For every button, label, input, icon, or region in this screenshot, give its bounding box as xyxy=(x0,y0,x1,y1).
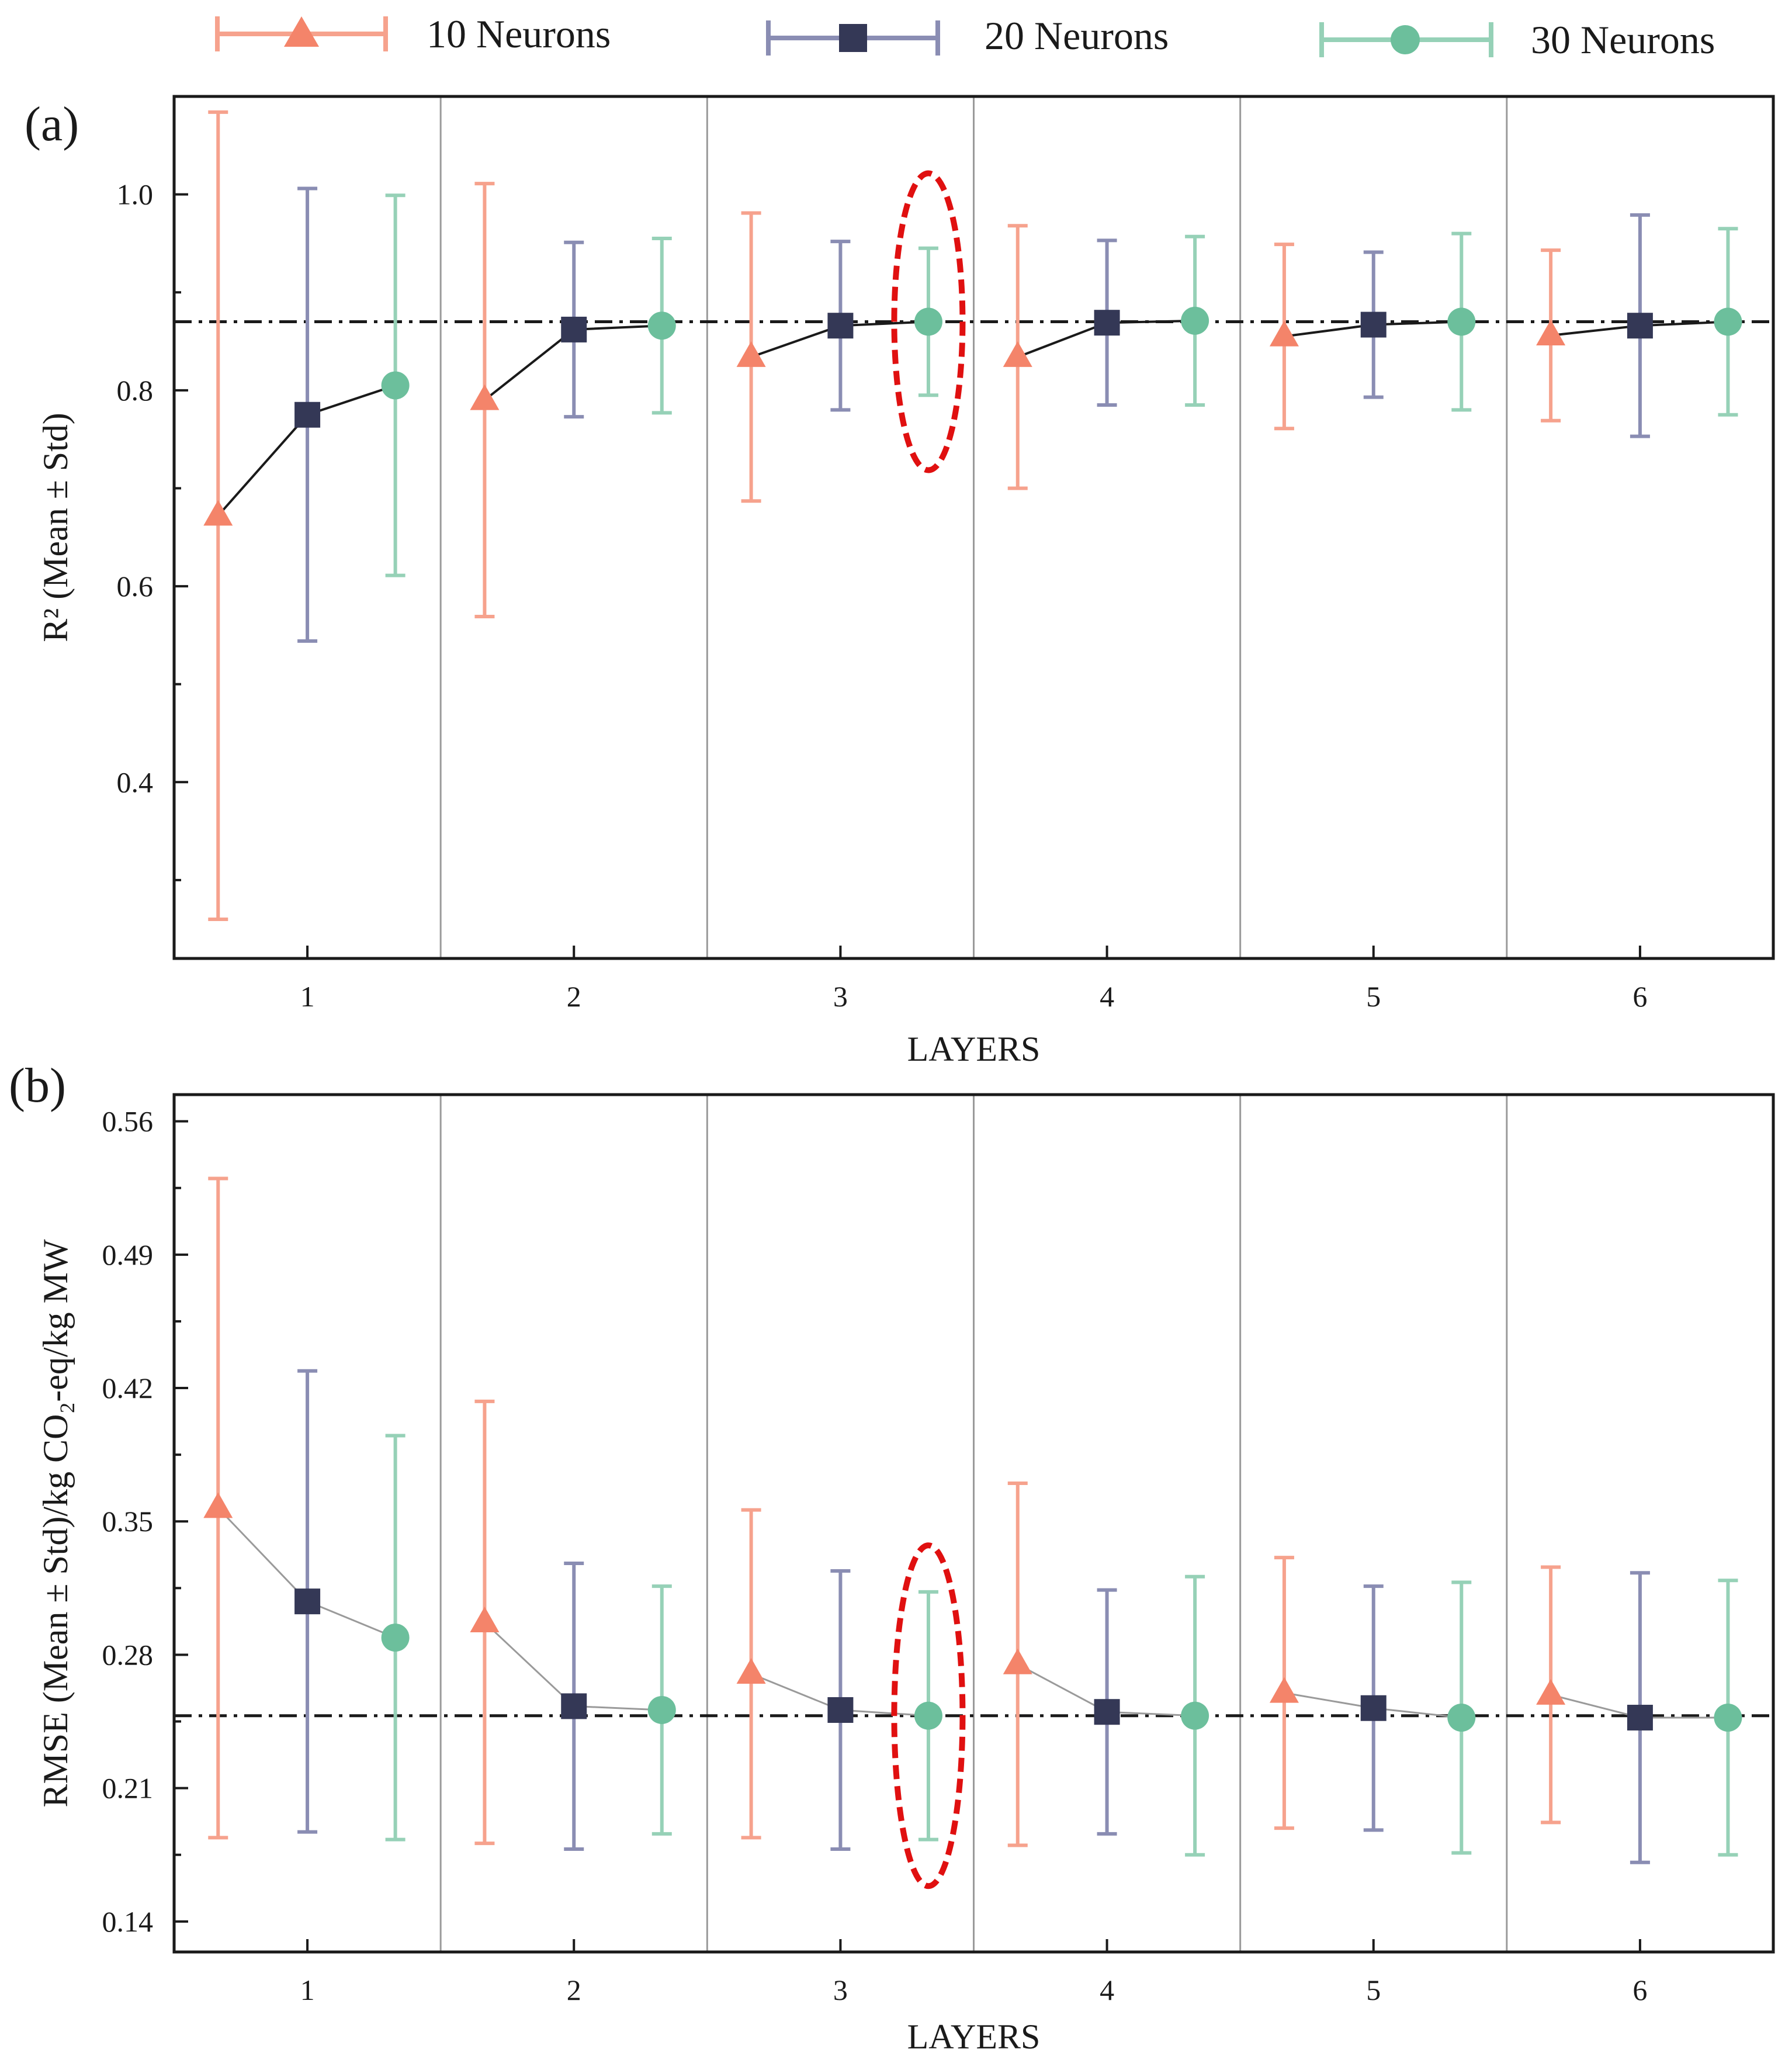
legend-circle-marker xyxy=(1391,25,1420,54)
highlight-ellipse xyxy=(891,170,966,473)
panel-b: (b) 0.14 0.21 0.28 0.35 0.42 0.49 0.56 1 2 3 4 5 6 LA… xyxy=(9,1058,1775,2056)
x-tick-label: 5 xyxy=(1366,980,1381,1013)
circle-marker xyxy=(1447,1704,1476,1732)
triangle-marker xyxy=(470,384,500,410)
triangle-marker xyxy=(1003,1648,1032,1674)
circle-marker xyxy=(647,311,676,340)
x-tick-label: 2 xyxy=(567,1974,581,2006)
square-marker xyxy=(561,1693,587,1719)
triangle-marker xyxy=(1003,341,1032,367)
square-marker xyxy=(294,401,321,428)
triangle-marker xyxy=(1536,1678,1566,1705)
circle-marker xyxy=(1181,1701,1209,1730)
legend-item-30-neurons: 30 Neurons xyxy=(1319,18,1715,62)
x-tick-label: 6 xyxy=(1632,980,1647,1013)
legend-item-10-neurons: 10 Neurons xyxy=(215,12,611,56)
square-marker xyxy=(561,316,587,342)
circle-marker xyxy=(914,1701,942,1730)
legend-label-20-neurons: 20 Neurons xyxy=(985,13,1169,58)
x-tick-label: 4 xyxy=(1100,1974,1114,2006)
legend-label-10-neurons: 10 Neurons xyxy=(427,12,611,56)
y-tick-label: 0.14 xyxy=(102,1905,154,1938)
y-axis-title: RMSE (Mean ± Std)/kg CO₂-eq/kg MW xyxy=(36,1239,75,1807)
legend-label-30-neurons: 30 Neurons xyxy=(1531,18,1715,62)
x-tick-label: 2 xyxy=(567,980,581,1013)
highlight-ellipse xyxy=(891,1542,966,1889)
x-tick-label: 1 xyxy=(300,1974,315,2006)
triangle-marker xyxy=(1269,320,1299,347)
y-tick-label: 1.0 xyxy=(117,178,154,211)
x-axis-title: LAYERS xyxy=(907,1030,1041,1068)
y-tick-label: 0.6 xyxy=(117,570,154,603)
triangle-marker xyxy=(736,1658,766,1684)
square-marker xyxy=(827,1697,854,1723)
x-tick-label: 6 xyxy=(1632,1974,1647,2006)
circle-marker xyxy=(914,307,942,336)
y-axis-title: R² (Mean ± Std) xyxy=(36,413,75,642)
square-marker xyxy=(1094,1699,1120,1725)
triangle-marker xyxy=(470,1607,500,1633)
x-tick-label: 5 xyxy=(1366,1974,1381,2006)
circle-marker xyxy=(1181,306,1209,335)
square-marker xyxy=(1094,310,1120,336)
x-tick-label: 1 xyxy=(300,980,315,1013)
plot-frame xyxy=(172,1093,1775,1954)
triangle-marker xyxy=(203,500,233,526)
y-tick-label: 0.4 xyxy=(117,766,154,798)
legend-triangle-marker xyxy=(284,16,319,47)
square-marker xyxy=(1627,1705,1653,1731)
x-tick-label: 3 xyxy=(833,1974,848,2006)
circle-marker xyxy=(647,1695,676,1724)
circle-marker xyxy=(381,371,410,400)
x-tick-label: 3 xyxy=(833,980,848,1013)
y-tick-label: 0.8 xyxy=(117,374,154,407)
triangle-marker xyxy=(736,341,766,367)
y-tick-label: 0.35 xyxy=(102,1505,154,1538)
circle-marker xyxy=(1714,307,1742,336)
triangle-marker xyxy=(203,1492,233,1518)
circle-marker xyxy=(1714,1704,1742,1732)
panel-a-label: (a) xyxy=(25,97,79,151)
x-tick-label: 4 xyxy=(1100,980,1114,1013)
square-marker xyxy=(1360,311,1387,338)
square-marker xyxy=(827,313,854,339)
square-marker xyxy=(1627,313,1653,339)
y-tick-label: 0.42 xyxy=(102,1372,154,1404)
y-tick-label: 0.28 xyxy=(102,1638,154,1671)
square-marker xyxy=(294,1588,321,1615)
circle-marker xyxy=(381,1624,410,1652)
circle-marker xyxy=(1447,307,1476,336)
square-marker xyxy=(1360,1695,1387,1721)
triangle-marker xyxy=(1536,319,1566,345)
panel-b-label: (b) xyxy=(9,1058,66,1113)
plot-frame xyxy=(172,95,1775,960)
legend: 10 Neurons 20 Neurons 30 Neurons xyxy=(215,12,1715,62)
y-tick-label: 0.56 xyxy=(102,1105,154,1138)
legend-square-marker xyxy=(839,24,867,52)
y-tick-label: 0.49 xyxy=(102,1238,154,1271)
triangle-marker xyxy=(1269,1677,1299,1703)
panel-a: (a) 0.4 0.6 0.8 1.0 1 2 3 4 5 6 LAYERS R² (Mean ± S… xyxy=(25,95,1775,1068)
x-axis-title: LAYERS xyxy=(907,2017,1041,2056)
legend-item-20-neurons: 20 Neurons xyxy=(766,13,1169,58)
y-tick-label: 0.21 xyxy=(102,1772,154,1805)
